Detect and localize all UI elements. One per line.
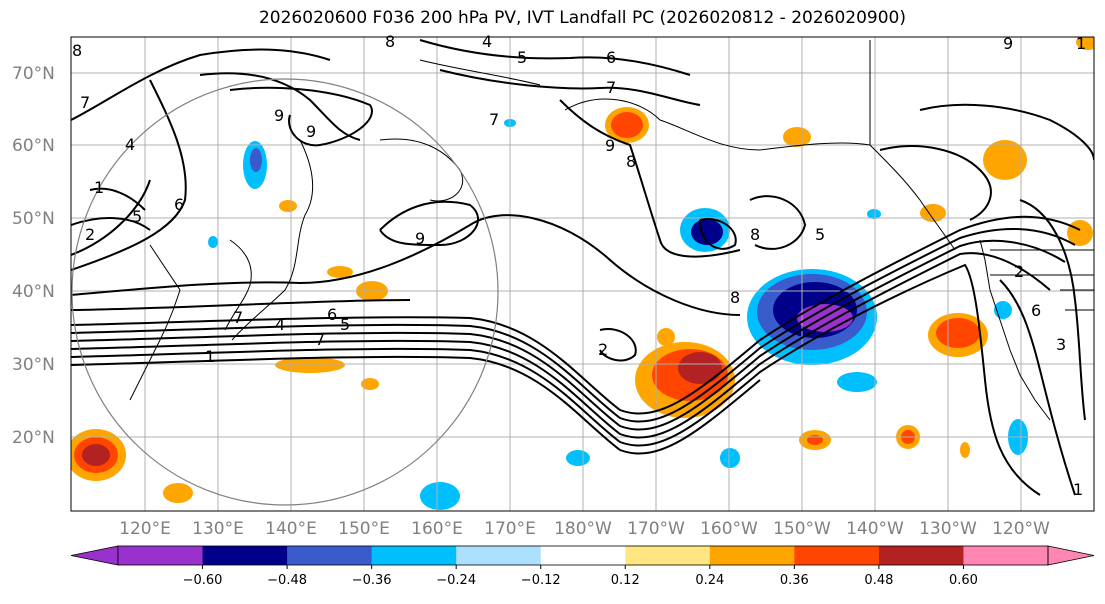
contour-label: 9 [415, 229, 425, 248]
lon-label-170w: 170°W [627, 519, 685, 539]
contour-label: 9 [274, 106, 284, 125]
colorbar-segment [371, 546, 457, 565]
positive-anomaly-shading [71, 37, 1094, 503]
contour-label: 7 [315, 330, 325, 349]
lat-label-20n: 20°N [12, 428, 55, 448]
lat-label-40n: 40°N [12, 282, 55, 302]
contour-label-group: 8 4 5 6 7 9 9 4 1 6 2 5 9 7 8 7 6 7 1 8 … [72, 32, 1086, 499]
contour-label: 4 [482, 32, 492, 51]
colorbar-tick-label: −0.48 [267, 573, 307, 588]
coastlines [129, 40, 1094, 421]
colorbar: −0.60 −0.48 −0.36 −0.24 −0.12 0.12 0.24 0.36 0.4… [70, 545, 1095, 588]
contour-label: 9 [605, 136, 615, 155]
contour-label: 8 [750, 225, 760, 244]
colorbar-segment [709, 546, 795, 565]
contour-label: 5 [815, 225, 825, 244]
lon-label-160e: 160°E [411, 519, 463, 539]
contour-label: 3 [1056, 335, 1066, 354]
lon-label-120w: 120°W [992, 519, 1050, 539]
lon-label-120e: 120°E [119, 519, 171, 539]
colorbar-extend-high [1047, 545, 1095, 566]
contour-label: 9 [1003, 34, 1013, 53]
colorbar-tick-label: −0.36 [352, 573, 392, 588]
colorbar-segment [118, 546, 204, 565]
contour-label: 4 [125, 135, 135, 154]
domain-circle [71, 78, 499, 506]
contour-label: 7 [80, 93, 90, 112]
lon-label-140e: 140°E [265, 519, 317, 539]
contour-label: 4 [275, 315, 285, 334]
colorbar-tick-label: −0.12 [521, 573, 561, 588]
contour-label: 5 [340, 315, 350, 334]
contour-label: 5 [132, 207, 142, 226]
lon-label-150e: 150°E [338, 519, 390, 539]
lon-label-140w: 140°W [846, 519, 904, 539]
contour-label: 8 [72, 41, 82, 60]
map-title: 2026020600 F036 200 hPa PV, IVT Landfall… [258, 8, 906, 28]
colorbar-tick-label: 0.36 [780, 573, 809, 588]
contour-label: 2 [1014, 262, 1024, 281]
colorbar-segment [878, 546, 964, 565]
contour-label: 8 [626, 152, 636, 171]
contour-label: 6 [327, 305, 337, 324]
colorbar-tick-label: 0.60 [949, 573, 978, 588]
colorbar-tick-label: 0.48 [864, 573, 893, 588]
contour-label: 2 [598, 340, 608, 359]
contour-label: 1 [205, 347, 215, 366]
contour-label: 1 [1076, 34, 1086, 53]
colorbar-tick-label: −0.60 [183, 573, 223, 588]
map-frame [70, 36, 1095, 512]
lon-label-130w: 130°W [919, 519, 977, 539]
contour-label: 6 [606, 48, 616, 67]
contour-label: 7 [233, 308, 243, 327]
latitude-labels: 70°N 60°N 50°N 40°N 30°N 20°N [12, 64, 55, 448]
lon-label-130e: 130°E [192, 519, 244, 539]
lon-label-160w: 160°W [700, 519, 758, 539]
contour-label: 7 [606, 78, 616, 97]
lat-label-60n: 60°N [12, 136, 55, 156]
colorbar-segment [456, 546, 542, 565]
contour-label: 8 [730, 288, 740, 307]
lat-label-50n: 50°N [12, 209, 55, 229]
colorbar-frame [117, 545, 1049, 566]
colorbar-tick-label: 0.12 [611, 573, 640, 588]
contour-label: 1 [1073, 480, 1083, 499]
pv-contours [71, 39, 1094, 496]
lon-label-180w: 180°W [554, 519, 612, 539]
colorbar-tick-label: −0.24 [436, 573, 476, 588]
colorbar-tick-label: 0.24 [695, 573, 724, 588]
colorbar-segment [202, 546, 288, 565]
contour-label: 9 [306, 122, 316, 141]
contour-label: 7 [489, 110, 499, 129]
contour-label: 5 [517, 48, 527, 67]
lat-label-30n: 30°N [12, 355, 55, 375]
contour-label: 8 [385, 32, 395, 51]
colorbar-segment [540, 546, 626, 565]
colorbar-segment [794, 546, 880, 565]
colorbar-extend-low [70, 545, 119, 566]
lon-label-170e: 170°E [484, 519, 536, 539]
lat-label-70n: 70°N [12, 64, 55, 84]
contour-label: 1 [94, 178, 104, 197]
contour-label: 6 [174, 195, 184, 214]
colorbar-segment [625, 546, 711, 565]
lon-label-150w: 150°W [773, 519, 831, 539]
colorbar-segment [287, 546, 373, 565]
contour-label: 2 [85, 225, 95, 244]
colorbar-segment [963, 546, 1049, 565]
longitude-labels: 120°E 130°E 140°E 150°E 160°E 170°E 180°… [119, 519, 1050, 539]
contour-label: 6 [1031, 301, 1041, 320]
